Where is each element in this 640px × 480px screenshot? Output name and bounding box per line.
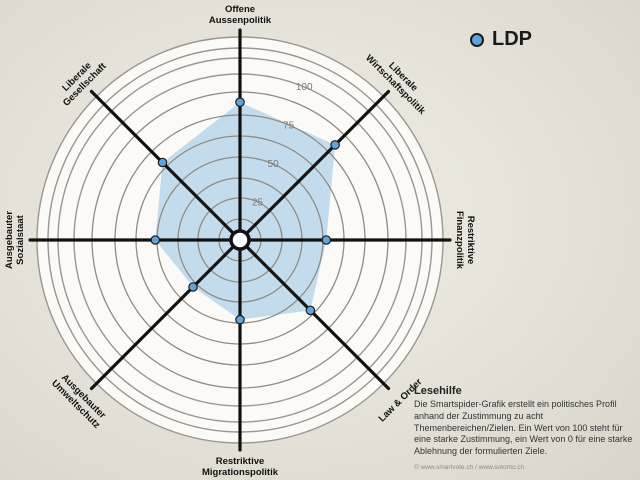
axis-spoke <box>89 238 242 391</box>
axis-label-line: Restriktive <box>465 216 476 265</box>
data-point <box>321 235 332 245</box>
reading-help-title: Lesehilfe <box>414 385 462 397</box>
axis-label-line: Ausgebauter <box>4 211 15 269</box>
legend-party-label: LDP <box>492 28 532 50</box>
axis-label-line: Offene <box>225 4 255 15</box>
data-point <box>157 157 168 168</box>
reading-help: Lesehilfe Die Smartspider-Grafik erstell… <box>414 385 636 458</box>
reading-help-text: Die Smartspider-Grafik erstellt ein poli… <box>414 399 633 457</box>
copyright-credit: © www.smartvote.ch / www.sotomo.ch <box>414 464 525 471</box>
axis-label-line: Finanzpolitik <box>454 211 465 270</box>
ring-tick-label: 25 <box>252 198 264 209</box>
axis-spoke <box>238 238 391 391</box>
axis-label-line: Migrationspolitik <box>202 467 279 478</box>
data-point <box>305 305 316 316</box>
ring-tick-label: 100 <box>296 82 313 93</box>
ldp-profile-area <box>155 102 336 320</box>
axis-spoke <box>238 89 391 242</box>
legend: LDP <box>470 28 532 51</box>
legend-marker-icon <box>470 32 484 47</box>
axis-label-line: Restriktive <box>216 456 265 467</box>
axis-label: Ausgebauter Sozialstaat <box>4 211 26 269</box>
data-point <box>235 97 245 107</box>
data-point <box>150 235 161 245</box>
axis-label-line: Aussenpolitik <box>209 15 272 26</box>
ring-tick-label: 75 <box>283 121 295 132</box>
data-point <box>188 282 198 292</box>
center-hub <box>229 229 251 251</box>
data-point <box>235 314 245 325</box>
data-point <box>330 140 340 150</box>
axis-label-line: Sozialstaat <box>15 214 26 264</box>
ring-tick-label: 50 <box>268 159 280 170</box>
